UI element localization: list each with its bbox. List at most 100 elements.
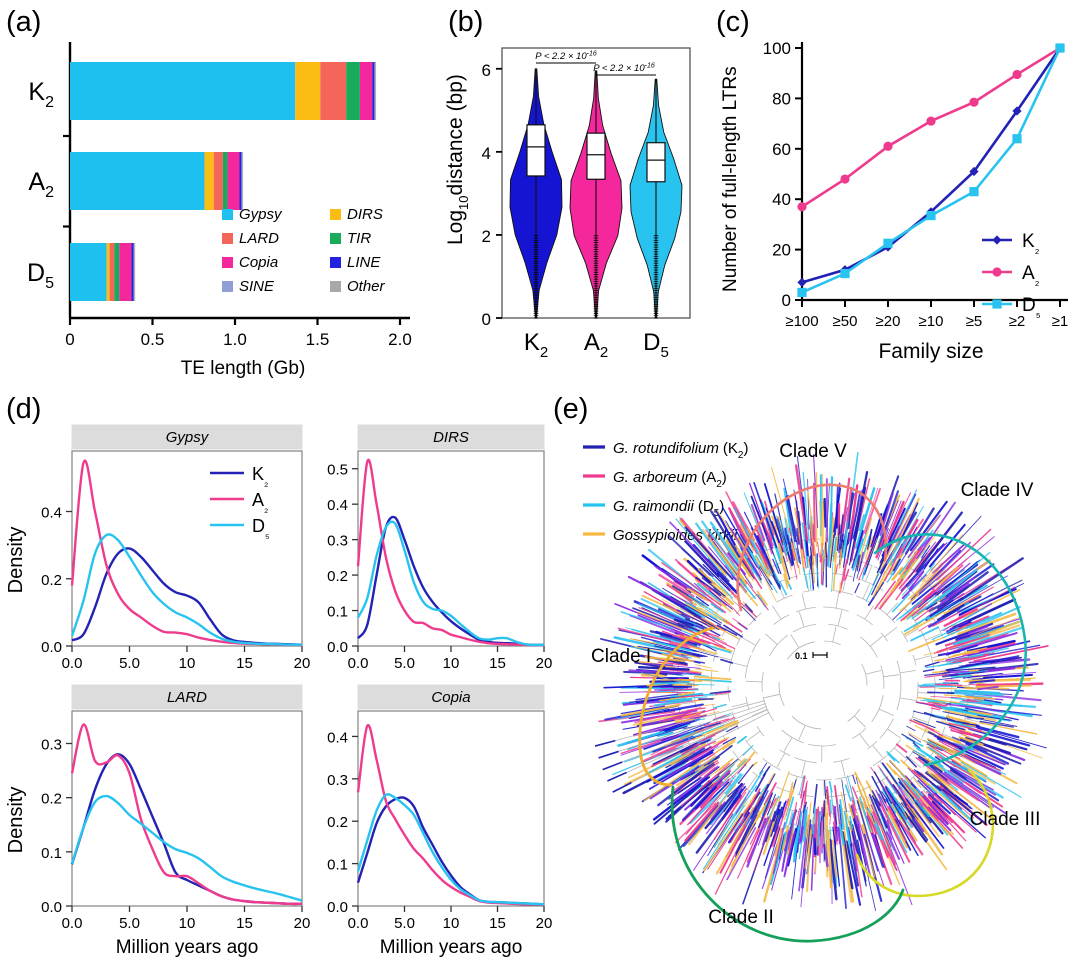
svg-text:Other: Other <box>347 278 386 295</box>
svg-text:0.0: 0.0 <box>327 899 348 916</box>
svg-text:Clade III: Clade III <box>970 809 1041 830</box>
svg-text:0.1: 0.1 <box>41 845 62 862</box>
svg-text:5.0: 5.0 <box>119 915 140 932</box>
svg-text:5.0: 5.0 <box>394 915 415 932</box>
svg-text:2: 2 <box>482 227 491 246</box>
svg-text:G. raimondii(D5): G. raimondii (D5) <box>613 498 724 519</box>
svg-text:DIRS: DIRS <box>347 206 383 223</box>
svg-text:0.2: 0.2 <box>41 791 62 808</box>
svg-text:Gypsy: Gypsy <box>166 429 210 446</box>
svg-text:15: 15 <box>489 655 506 672</box>
svg-text:0.0: 0.0 <box>41 639 62 656</box>
svg-text:Million years ago: Million years ago <box>380 937 523 958</box>
svg-text:Clade I: Clade I <box>591 646 651 667</box>
svg-text:0.1: 0.1 <box>795 651 808 661</box>
svg-text:≥2: ≥2 <box>1009 313 1026 330</box>
svg-text:5.0: 5.0 <box>119 655 140 672</box>
svg-text:0: 0 <box>782 291 791 310</box>
svg-text:1.5: 1.5 <box>306 330 330 349</box>
svg-text:SINE: SINE <box>239 278 275 295</box>
svg-text:0.1: 0.1 <box>327 857 348 874</box>
panel-d: (d) Gypsy 0.0 0.2 0.4 0.0 5.0 10 15 20 K₂ A₂ D₅ DIRS… <box>0 385 555 974</box>
svg-text:≥100: ≥100 <box>785 313 818 330</box>
svg-text:1.0: 1.0 <box>223 330 247 349</box>
svg-text:80: 80 <box>772 89 791 108</box>
svg-text:G. rotundifolium(K2): G. rotundifolium (K2) <box>613 440 748 461</box>
svg-text:10: 10 <box>179 915 196 932</box>
svg-text:Million years ago: Million years ago <box>116 937 259 958</box>
svg-text:0.0: 0.0 <box>41 899 62 916</box>
svg-text:Copia: Copia <box>431 689 470 706</box>
svg-text:≥1: ≥1 <box>1052 313 1069 330</box>
svg-text:0.2: 0.2 <box>327 814 348 831</box>
svg-text:Gypsy: Gypsy <box>239 206 283 223</box>
svg-text:DIRS: DIRS <box>433 429 469 446</box>
svg-text:10: 10 <box>443 655 460 672</box>
svg-text:Family size: Family size <box>878 340 983 363</box>
svg-text:10: 10 <box>179 655 196 672</box>
svg-text:K₂: K₂ <box>1022 231 1040 256</box>
svg-text:0.2: 0.2 <box>41 572 62 589</box>
svg-text:20: 20 <box>536 915 553 932</box>
panel-a: (a) 0 0.5 1.0 1.5 2.0 TE length (Gb) K2 A2 D5 Gyp… <box>0 0 440 385</box>
svg-text:10: 10 <box>443 915 460 932</box>
svg-text:Log10distance (bp): Log10distance (bp) <box>444 74 471 245</box>
svg-text:P < 2.2 × 10-16: P < 2.2 × 10-16 <box>593 63 655 75</box>
svg-text:40: 40 <box>772 190 791 209</box>
svg-text:4: 4 <box>482 144 491 163</box>
panel-b: (b) 0 2 4 6 Log10distance (bp) K2 A2 D5 P < 2.2 … <box>440 0 710 385</box>
panel-e-tree: G. rotundifolium (K2) G. arboreum (A2) G. ra… <box>583 440 1049 943</box>
svg-text:0.3: 0.3 <box>41 737 62 754</box>
svg-text:Number of full-length LTRs: Number of full-length LTRs <box>720 66 741 292</box>
svg-text:TE length (Gb): TE length (Gb) <box>181 358 306 379</box>
svg-text:K2: K2 <box>524 329 548 361</box>
panel-d-label: (d) <box>6 393 42 425</box>
panel-e: (e) G. rotundifolium (K2) G. arboreum (A2) G… <box>545 385 1080 974</box>
svg-text:20: 20 <box>294 915 311 932</box>
svg-text:5.0: 5.0 <box>394 655 415 672</box>
panel-c-chart: 0 20 40 60 80 100 ≥100 ≥50 ≥20 ≥10 ≥5 ≥2 ≥1 Family si… <box>720 39 1069 363</box>
svg-text:A2: A2 <box>28 168 54 201</box>
svg-text:100: 100 <box>763 39 791 58</box>
panel-c-label: (c) <box>716 6 750 38</box>
svg-text:0.3: 0.3 <box>327 533 348 550</box>
svg-text:60: 60 <box>772 140 791 159</box>
svg-text:15: 15 <box>236 655 253 672</box>
svg-text:0.4: 0.4 <box>327 729 348 746</box>
svg-text:≥10: ≥10 <box>919 313 944 330</box>
svg-text:20: 20 <box>294 655 311 672</box>
svg-text:0.1: 0.1 <box>327 604 348 621</box>
svg-text:Copia: Copia <box>239 254 278 271</box>
panel-a-label: (a) <box>6 6 42 38</box>
svg-text:0.4: 0.4 <box>327 497 348 514</box>
svg-text:2.0: 2.0 <box>388 330 412 349</box>
svg-text:0.0: 0.0 <box>62 655 83 672</box>
svg-text:TIR: TIR <box>347 230 371 247</box>
svg-text:D5: D5 <box>643 329 669 361</box>
svg-text:6: 6 <box>482 61 491 80</box>
svg-text:A₂: A₂ <box>1022 263 1040 288</box>
svg-text:0.5: 0.5 <box>141 330 165 349</box>
svg-text:LARD: LARD <box>167 689 207 706</box>
svg-text:20: 20 <box>772 241 791 260</box>
panel-a-chart: 0 0.5 1.0 1.5 2.0 TE length (Gb) K2 A2 D5 Gypsy DI… <box>27 42 412 379</box>
svg-text:D5: D5 <box>27 259 54 292</box>
svg-text:0.0: 0.0 <box>62 915 83 932</box>
svg-text:0: 0 <box>482 310 491 329</box>
svg-text:≥5: ≥5 <box>966 313 983 330</box>
svg-text:K2: K2 <box>28 78 54 111</box>
svg-text:15: 15 <box>236 915 253 932</box>
svg-text:0.5: 0.5 <box>327 462 348 479</box>
panel-b-chart: 0 2 4 6 Log10distance (bp) K2 A2 D5 P < 2.2 × 10… <box>444 47 691 361</box>
svg-text:20: 20 <box>536 655 553 672</box>
svg-text:0.2: 0.2 <box>327 568 348 585</box>
svg-text:15: 15 <box>489 915 506 932</box>
svg-text:P < 2.2 × 10-16: P < 2.2 × 10-16 <box>535 51 597 63</box>
svg-text:Clade IV: Clade IV <box>961 480 1034 501</box>
svg-text:0.0: 0.0 <box>327 639 348 656</box>
panel-e-label: (e) <box>553 393 589 425</box>
svg-text:≥50: ≥50 <box>833 313 858 330</box>
svg-text:LARD: LARD <box>239 230 279 247</box>
svg-text:0.0: 0.0 <box>348 915 369 932</box>
